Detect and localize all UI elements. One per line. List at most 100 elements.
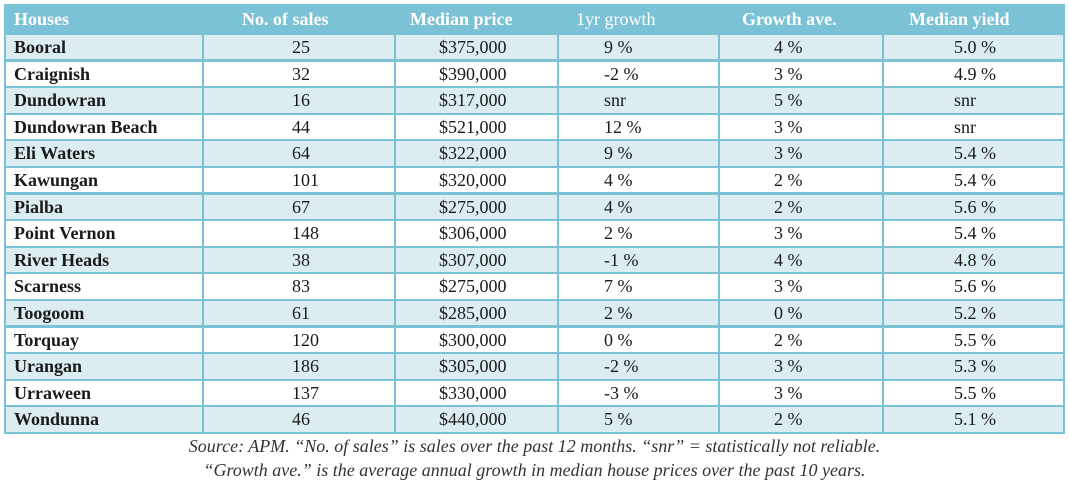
cell-median-price: $307,000 <box>439 249 507 270</box>
header-1yr-growth: 1yr growth <box>576 9 656 29</box>
table-row: Wondunna 46 $440,000 5 % 2 % 5.1 % <box>6 407 1063 432</box>
cell-suburb: Booral <box>14 37 66 57</box>
cell-no-of-sales: 148 <box>292 223 319 244</box>
column-divider <box>394 34 396 434</box>
cell-no-of-sales: 44 <box>292 116 310 137</box>
header-median-yield: Median yield <box>909 9 1010 29</box>
cell-no-of-sales: 101 <box>292 170 319 190</box>
cell-growth-ave: 4 % <box>774 249 803 270</box>
cell-growth-ave: 4 % <box>774 37 803 57</box>
table-row: Toogoom 61 $285,000 2 % 0 % 5.2 % <box>6 301 1063 326</box>
cell-growth-ave: 3 % <box>774 382 803 403</box>
cell-no-of-sales: 32 <box>292 63 310 84</box>
header-growth-ave: Growth ave. <box>742 9 837 29</box>
cell-median-yield: 5.4 % <box>954 143 996 164</box>
cell-1yr-growth: snr <box>604 90 626 111</box>
table-row: Urraween 137 $330,000 -3 % 3 % 5.5 % <box>6 380 1063 406</box>
cell-median-yield: 5.4 % <box>954 170 996 190</box>
houses-table: Houses No. of sales Median price 1yr gro… <box>4 4 1065 434</box>
cell-1yr-growth: 4 % <box>604 196 633 217</box>
cell-median-price: $317,000 <box>439 90 507 111</box>
cell-no-of-sales: 137 <box>292 382 319 403</box>
cell-median-yield: 5.6 % <box>954 276 996 297</box>
cell-growth-ave: 3 % <box>774 276 803 297</box>
cell-median-yield: 5.2 % <box>954 303 996 323</box>
cell-suburb: Kawungan <box>14 170 99 190</box>
cell-growth-ave: 3 % <box>774 356 803 377</box>
cell-median-yield: 5.3 % <box>954 356 996 377</box>
cell-growth-ave: 3 % <box>774 223 803 244</box>
cell-median-yield: 5.4 % <box>954 223 996 244</box>
cell-median-yield: 5.0 % <box>954 37 996 57</box>
column-divider <box>882 34 884 434</box>
cell-no-of-sales: 67 <box>292 196 310 217</box>
cell-suburb: Scarness <box>14 276 81 297</box>
header-median-price: Median price <box>410 9 513 29</box>
cell-median-price: $440,000 <box>439 409 507 430</box>
cell-suburb: Dundowran Beach <box>14 116 158 137</box>
cell-median-price: $275,000 <box>439 196 507 217</box>
cell-median-yield: snr <box>954 90 976 111</box>
cell-no-of-sales: 46 <box>292 409 310 430</box>
table-row: Scarness 83 $275,000 7 % 3 % 5.6 % <box>6 274 1063 299</box>
cell-suburb: Craignish <box>14 63 91 84</box>
cell-no-of-sales: 25 <box>292 37 310 57</box>
table-row: Torquay 120 $300,000 0 % 2 % 5.5 % <box>6 327 1063 352</box>
cell-median-yield: 4.8 % <box>954 249 996 270</box>
cell-median-price: $322,000 <box>439 143 507 164</box>
cell-growth-ave: 5 % <box>774 90 803 111</box>
cell-suburb: Torquay <box>14 329 80 350</box>
cell-growth-ave: 2 % <box>774 170 803 190</box>
cell-suburb: Toogoom <box>14 303 85 323</box>
cell-1yr-growth: 9 % <box>604 143 633 164</box>
cell-1yr-growth: 12 % <box>604 116 642 137</box>
cell-1yr-growth: 4 % <box>604 170 633 190</box>
cell-1yr-growth: -3 % <box>604 382 639 403</box>
header-houses: Houses <box>14 9 70 29</box>
cell-median-price: $390,000 <box>439 63 507 84</box>
cell-suburb: Urraween <box>14 382 91 403</box>
cell-1yr-growth: 7 % <box>604 276 633 297</box>
table-row: Point Vernon 148 $306,000 2 % 3 % 5.4 % <box>6 221 1063 246</box>
caption-line-2: “Growth ave.” is the average annual grow… <box>203 460 866 480</box>
cell-median-yield: 4.9 % <box>954 63 996 84</box>
cell-suburb: Pialba <box>14 196 64 217</box>
cell-suburb: Point Vernon <box>14 223 116 244</box>
cell-median-price: $330,000 <box>439 382 507 403</box>
table-row: Dundowran 16 $317,000 snr 5 % snr <box>6 88 1063 113</box>
cell-median-price: $320,000 <box>439 170 507 190</box>
table-row: River Heads 38 $307,000 -1 % 4 % 4.8 % <box>6 247 1063 273</box>
cell-median-yield: 5.6 % <box>954 196 996 217</box>
cell-no-of-sales: 186 <box>292 356 319 377</box>
cell-median-price: $300,000 <box>439 329 507 350</box>
cell-suburb: Dundowran <box>14 90 107 111</box>
table-row: Dundowran Beach 44 $521,000 12 % 3 % snr <box>6 114 1063 140</box>
cell-growth-ave: 2 % <box>774 196 803 217</box>
caption-line-1: Source: APM. “No. of sales” is sales ove… <box>188 436 881 456</box>
cell-suburb: Urangan <box>14 356 83 377</box>
cell-median-yield: snr <box>954 116 976 137</box>
cell-suburb: Eli Waters <box>14 143 96 164</box>
cell-1yr-growth: -1 % <box>604 249 639 270</box>
cell-growth-ave: 2 % <box>774 409 803 430</box>
header-no-of-sales: No. of sales <box>242 9 329 29</box>
cell-1yr-growth: 9 % <box>604 37 633 57</box>
cell-suburb: River Heads <box>14 249 110 270</box>
cell-no-of-sales: 38 <box>292 249 310 270</box>
cell-growth-ave: 0 % <box>774 303 803 323</box>
cell-1yr-growth: 5 % <box>604 409 633 430</box>
table-row: Booral 25 $375,000 9 % 4 % 5.0 % <box>6 35 1063 60</box>
cell-median-yield: 5.1 % <box>954 409 996 430</box>
cell-1yr-growth: 0 % <box>604 329 633 350</box>
cell-no-of-sales: 83 <box>292 276 310 297</box>
cell-median-yield: 5.5 % <box>954 382 996 403</box>
cell-1yr-growth: -2 % <box>604 63 639 84</box>
cell-growth-ave: 3 % <box>774 116 803 137</box>
cell-median-price: $521,000 <box>439 116 507 137</box>
table-row: Kawungan 101 $320,000 4 % 2 % 5.4 % <box>6 168 1063 193</box>
table-row: Craignish 32 $390,000 -2 % 3 % 4.9 % <box>6 61 1063 86</box>
cell-no-of-sales: 120 <box>292 329 319 350</box>
cell-median-price: $305,000 <box>439 356 507 377</box>
table-row: Eli Waters 64 $322,000 9 % 3 % 5.4 % <box>6 141 1063 166</box>
cell-1yr-growth: -2 % <box>604 356 639 377</box>
